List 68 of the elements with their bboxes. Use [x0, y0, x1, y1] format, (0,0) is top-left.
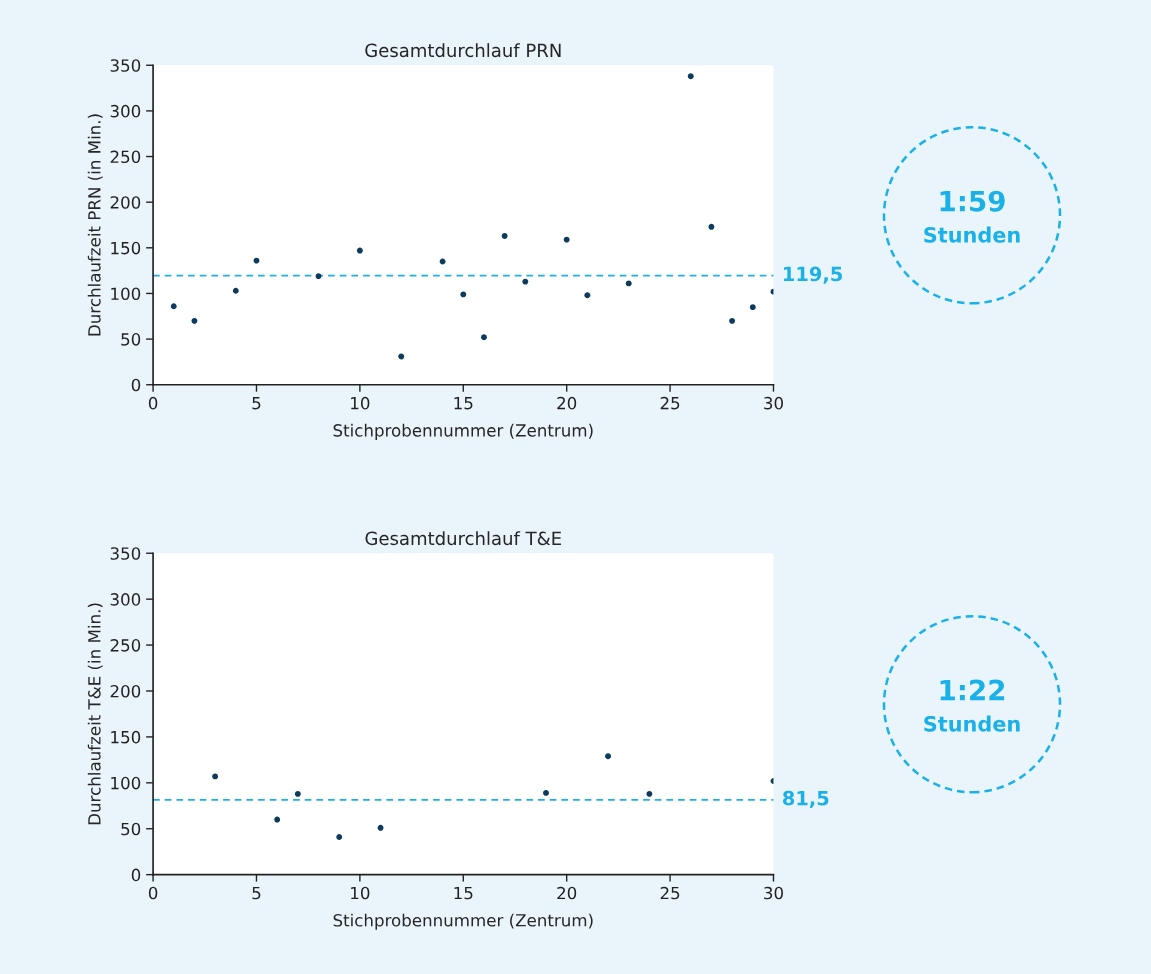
ref-line-label: 119,5: [784, 266, 842, 284]
point: [584, 292, 591, 299]
point: [729, 317, 736, 324]
y-tick-label: 350: [110, 59, 141, 72]
point: [563, 236, 570, 243]
y-tick-label: 250: [110, 639, 141, 652]
x-tick-label: 25: [660, 886, 680, 900]
point: [605, 753, 611, 760]
point: [170, 303, 177, 310]
point: [439, 258, 446, 265]
point: [687, 73, 694, 80]
y-tick-label: 50: [121, 333, 141, 346]
point: [274, 816, 281, 823]
point: [460, 291, 467, 298]
y-tick-label: 350: [110, 547, 141, 560]
chart-title: Gesamtdurchlauf PRN: [365, 43, 561, 58]
chart-title: Gesamtdurchlauf T&E: [365, 531, 561, 546]
y-tick-label: 50: [121, 822, 141, 836]
point: [294, 790, 301, 797]
x-tick-label: 5: [252, 886, 261, 900]
x-tick-label: 30: [764, 396, 783, 410]
text: Stunden: [924, 715, 1020, 732]
text: Stunden: [924, 226, 1020, 243]
x-tick-label: 20: [557, 396, 577, 410]
point: [336, 834, 343, 840]
y-tick-label: 200: [110, 196, 141, 209]
y-tick-label: 150: [111, 241, 141, 255]
text: 1:59: [940, 190, 1005, 212]
y-tick-label: 150: [111, 730, 141, 744]
x-tick-label: 25: [660, 396, 680, 410]
x-tick-label: 0: [148, 886, 158, 900]
point: [708, 223, 715, 230]
point: [398, 353, 405, 360]
y-tick-label: 100: [111, 287, 141, 301]
y-tick-label: 300: [110, 593, 141, 606]
x-axis-title: Stichprobennummer (Zentrum): [333, 913, 593, 930]
point: [625, 280, 632, 287]
y-tick-label: 0: [131, 378, 141, 392]
point: [191, 317, 198, 324]
y-tick-label: 250: [110, 150, 141, 164]
point: [253, 257, 260, 264]
x-tick-label: 30: [764, 886, 783, 900]
ref-line-label: 81,5: [782, 790, 829, 808]
point: [481, 334, 487, 341]
point: [232, 287, 239, 294]
y-axis-title: Durchlaufzeit PRN (in Min.): [87, 114, 103, 336]
point: [749, 304, 756, 311]
text: 1:22: [940, 679, 1005, 701]
y-tick-label: 200: [110, 684, 141, 698]
point: [315, 273, 322, 280]
x-axis-title: Stichprobennummer (Zentrum): [333, 423, 593, 440]
point: [543, 789, 549, 796]
y-tick-label: 0: [131, 868, 141, 882]
point: [646, 790, 653, 797]
point: [501, 233, 508, 239]
x-tick-label: 10: [351, 396, 370, 410]
point: [356, 247, 363, 254]
y-tick-label: 100: [111, 776, 141, 790]
x-tick-label: 5: [252, 397, 261, 410]
x-tick-label: 15: [454, 397, 473, 410]
point: [212, 773, 219, 780]
x-tick-label: 20: [557, 886, 577, 900]
y-axis-title: Durchlaufzeit T&E (in Min.): [87, 603, 103, 825]
x-tick-label: 0: [148, 396, 158, 410]
x-tick-label: 15: [454, 886, 473, 900]
point: [377, 824, 384, 831]
y-tick-label: 300: [110, 104, 141, 118]
x-tick-label: 10: [351, 886, 370, 900]
